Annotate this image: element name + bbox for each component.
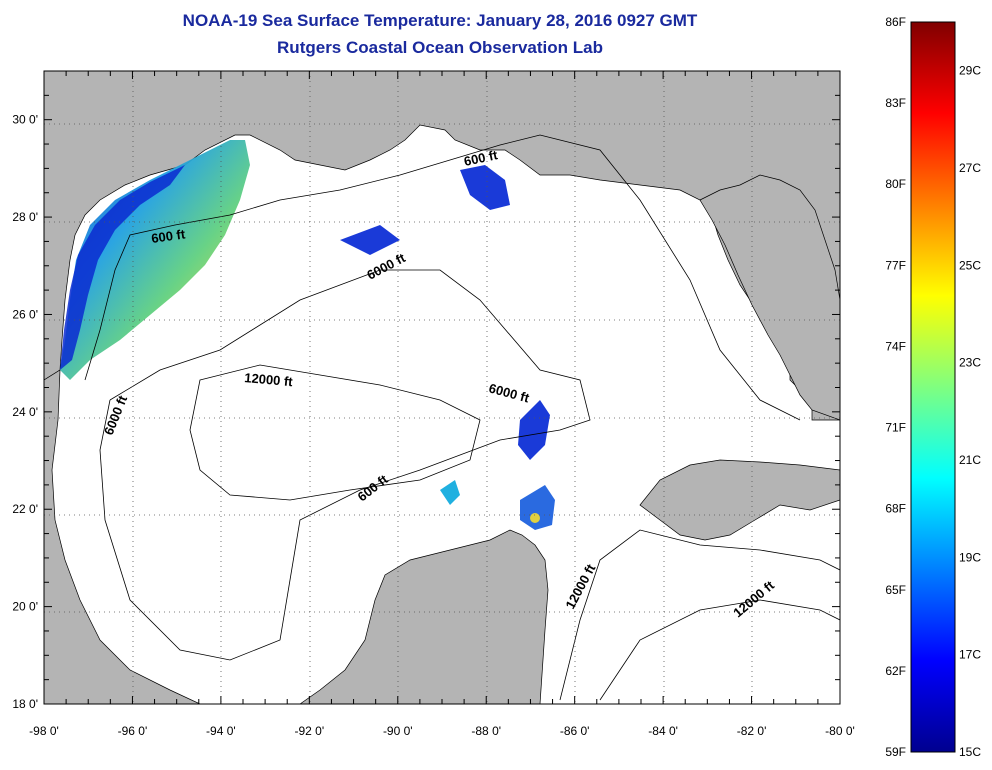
latitude-axis: 18 0' 20 0' 22 0' 24 0' 26 0' 28 0' 30 0': [12, 113, 38, 711]
colorbar-f-label: 59F: [885, 745, 906, 759]
sst-blob-north: [460, 165, 510, 210]
lon-tick-label: -88 0': [471, 724, 501, 738]
lat-tick-label: 20 0': [12, 600, 38, 614]
colorbar-c-label: 19C: [959, 550, 981, 564]
contour-caribbean: [559, 529, 840, 701]
colorbar-c-label: 17C: [959, 648, 981, 662]
contour-12000ft: [189, 364, 481, 501]
colorbar-c-label: 27C: [959, 161, 981, 175]
colorbar-c-label: 23C: [959, 356, 981, 370]
lon-tick-label: -84 0': [648, 724, 678, 738]
sst-texas-shelf: [60, 140, 250, 380]
colorbar-f-label: 86F: [885, 15, 906, 29]
land-yucatan: [299, 529, 549, 704]
lat-tick-label: 30 0': [12, 113, 38, 127]
lon-tick-label: -94 0': [206, 724, 236, 738]
lon-tick-label: -86 0': [560, 724, 590, 738]
contour-caribbean-2: [599, 599, 840, 701]
colorbar-f-label: 83F: [885, 96, 906, 110]
sst-blob-yucatan: [520, 485, 555, 530]
lat-tick-label: 26 0': [12, 307, 38, 321]
lat-tick-label: 24 0': [12, 405, 38, 419]
lat-lon-grid: [44, 71, 840, 704]
colorbar-f-label: 77F: [885, 258, 906, 272]
sst-blob-central: [518, 400, 550, 460]
contour-6000ft: [99, 269, 591, 661]
longitude-axis: -98 0' -96 0' -94 0' -92 0' -90 0' -88 0' -86 …: [29, 724, 855, 738]
sst-blob-west-north: [340, 225, 400, 255]
contour-label-12000-central: 12000 ft: [244, 370, 294, 389]
colorbar-f-label: 71F: [885, 421, 906, 435]
lat-tick-label: 22 0': [12, 502, 38, 516]
lon-tick-label: -82 0': [737, 724, 767, 738]
colorbar: [910, 21, 956, 753]
colorbar-fahrenheit-labels: 86F 83F 80F 77F 74F 71F 68F 65F 62F 59F: [885, 15, 906, 759]
map-subtitle: Rutgers Coastal Ocean Observation Lab: [277, 38, 603, 57]
lon-tick-label: -96 0': [118, 724, 148, 738]
colorbar-c-label: 29C: [959, 64, 981, 78]
land-florida: [699, 174, 840, 421]
land-mexico-west: [44, 369, 201, 704]
colorbar-c-label: 21C: [959, 453, 981, 467]
sst-warm-spot: [530, 513, 540, 523]
sst-blob-small: [440, 480, 460, 505]
sst-texas-inner: [60, 165, 185, 370]
colorbar-celsius-labels: 29C 27C 25C 23C 21C 19C 17C 15C: [959, 64, 981, 759]
lon-tick-label: -98 0': [29, 724, 59, 738]
axis-tick-marks: [43, 70, 841, 705]
colorbar-f-label: 74F: [885, 339, 906, 353]
contour-label-600-west: 600 ft: [150, 226, 186, 246]
lon-tick-label: -92 0': [295, 724, 325, 738]
colorbar-f-label: 62F: [885, 664, 906, 678]
colorbar-c-label: 15C: [959, 745, 981, 759]
land-cuba: [639, 459, 840, 541]
colorbar-f-label: 80F: [885, 177, 906, 191]
map-plot-area: 600 ft 600 ft 600 ft 6000 ft 6000 ft 600…: [44, 71, 840, 704]
map-title: NOAA-19 Sea Surface Temperature: January…: [182, 11, 698, 30]
lon-tick-label: -90 0': [383, 724, 413, 738]
colorbar-c-label: 25C: [959, 258, 981, 272]
contour-600ft-north: [84, 134, 801, 421]
lat-tick-label: 18 0': [12, 697, 38, 711]
lon-tick-label: -80 0': [825, 724, 855, 738]
colorbar-f-label: 68F: [885, 502, 906, 516]
lat-tick-label: 28 0': [12, 210, 38, 224]
contour-label-600-north: 600 ft: [463, 147, 500, 169]
colorbar-f-label: 65F: [885, 583, 906, 597]
